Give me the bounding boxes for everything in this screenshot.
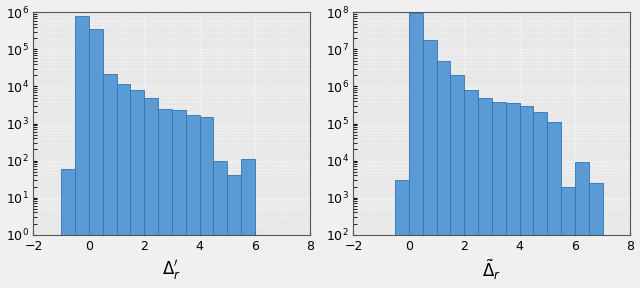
Bar [102, 74, 116, 288]
Bar [520, 106, 534, 288]
Bar [144, 98, 158, 288]
Bar [227, 175, 241, 288]
Bar [478, 98, 492, 288]
Bar [492, 102, 506, 288]
Bar [451, 75, 464, 288]
Bar [61, 169, 75, 288]
Bar [131, 90, 144, 288]
Bar [422, 40, 436, 288]
Bar [172, 110, 186, 288]
Bar [409, 13, 422, 288]
Bar [158, 109, 172, 288]
Bar [89, 29, 102, 288]
Bar [589, 183, 603, 288]
Bar [186, 115, 200, 288]
Bar [561, 187, 575, 288]
Bar [534, 112, 547, 288]
Bar [255, 235, 269, 288]
Bar [214, 162, 227, 288]
Bar [200, 117, 214, 288]
Bar [75, 16, 89, 288]
Bar [575, 162, 589, 288]
Bar [116, 84, 131, 288]
X-axis label: $\Delta^{\prime}_{r}$: $\Delta^{\prime}_{r}$ [163, 258, 181, 282]
Bar [506, 103, 520, 288]
Bar [464, 90, 478, 288]
Bar [436, 60, 451, 288]
Bar [241, 159, 255, 288]
X-axis label: $\tilde{\Delta}_{r}$: $\tilde{\Delta}_{r}$ [483, 258, 501, 283]
Bar [395, 180, 409, 288]
Bar [547, 122, 561, 288]
